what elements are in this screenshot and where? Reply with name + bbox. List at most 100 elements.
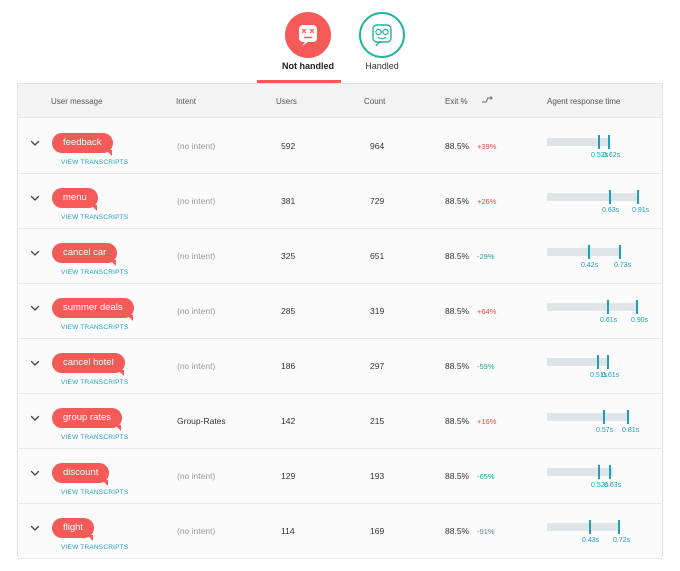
response-time-marker-2 xyxy=(619,245,621,259)
response-time-track xyxy=(547,193,638,201)
response-time-value-2: 0.90s xyxy=(631,317,649,324)
user-message-bubble[interactable]: flight xyxy=(52,518,95,541)
user-message-bubble[interactable]: cancel car xyxy=(52,243,118,266)
exit-percent-cell: 88.5% xyxy=(445,471,470,481)
count-cell: 297 xyxy=(370,361,385,371)
response-time-value-1: 0.52s xyxy=(591,152,609,159)
count-cell: 964 xyxy=(370,141,385,151)
user-message-bubble[interactable]: discount xyxy=(52,463,110,486)
response-time-value-2: 0.73s xyxy=(614,262,632,269)
table-row[interactable]: cancel car VIEW TRANSCRIPTS (no intent) 325… xyxy=(18,229,662,284)
view-transcripts-link[interactable]: VIEW TRANSCRIPTS xyxy=(61,159,129,166)
tab-handled[interactable]: Handled xyxy=(350,12,414,84)
table-row[interactable]: flight VIEW TRANSCRIPTS (no intent) 114 169 8… xyxy=(18,504,662,559)
user-message-bubble[interactable]: cancel hotel xyxy=(52,353,125,376)
exit-change-badge: +26% xyxy=(477,197,497,206)
user-message-bubble[interactable]: summer deals xyxy=(52,298,134,321)
response-time-value-2: 0.81s xyxy=(622,427,640,434)
agent-response-time-bar: 0.42s 0.73s xyxy=(547,243,647,269)
table-header: User message Intent Users Count Exit % A… xyxy=(18,84,662,118)
column-header-agent-response-time[interactable]: Agent response time xyxy=(547,97,621,106)
intent-cell: (no intent) xyxy=(177,141,216,151)
response-time-track xyxy=(547,138,609,146)
exit-change-badge: -65% xyxy=(477,472,495,481)
exit-change-badge: -59% xyxy=(477,362,495,371)
expand-row-chevron-icon[interactable] xyxy=(27,135,43,151)
table-row[interactable]: summer deals VIEW TRANSCRIPTS (no intent) 2… xyxy=(18,284,662,339)
dizzy-face-icon xyxy=(285,12,331,58)
exit-change-badge: -91% xyxy=(477,527,495,536)
response-time-track xyxy=(547,413,628,421)
response-time-value-1: 0.57s xyxy=(596,427,614,434)
table-row[interactable]: feedback VIEW TRANSCRIPTS (no intent) 592 96… xyxy=(18,119,662,174)
count-cell: 193 xyxy=(370,471,385,481)
view-transcripts-link[interactable]: VIEW TRANSCRIPTS xyxy=(61,214,129,221)
count-cell: 215 xyxy=(370,416,385,426)
response-time-track xyxy=(547,358,609,366)
glasses-face-icon xyxy=(359,12,405,58)
response-time-value-2: 0.61s xyxy=(602,372,620,379)
view-transcripts-link[interactable]: VIEW TRANSCRIPTS xyxy=(61,489,129,496)
user-message-bubble[interactable]: group rates xyxy=(52,408,123,431)
response-time-track xyxy=(547,248,620,256)
view-transcripts-link[interactable]: VIEW TRANSCRIPTS xyxy=(61,324,129,331)
user-message-bubble[interactable]: menu xyxy=(52,188,98,211)
users-cell: 114 xyxy=(281,526,295,536)
expand-row-chevron-icon[interactable] xyxy=(27,465,43,481)
tab-not-handled[interactable]: Not handled xyxy=(276,12,340,84)
exit-percent-cell: 88.5% xyxy=(445,196,470,206)
column-header-user-message[interactable]: User message xyxy=(51,97,103,106)
expand-row-chevron-icon[interactable] xyxy=(27,520,43,536)
expand-row-chevron-icon[interactable] xyxy=(27,355,43,371)
response-time-marker-1 xyxy=(589,520,591,534)
response-time-marker-1 xyxy=(598,465,600,479)
exit-change-badge: +39% xyxy=(477,142,497,151)
users-cell: 129 xyxy=(281,471,296,481)
view-transcripts-link[interactable]: VIEW TRANSCRIPTS xyxy=(61,379,129,386)
column-header-exit[interactable]: Exit % xyxy=(445,97,468,106)
response-time-value-1: 0.51s xyxy=(590,372,608,379)
response-time-marker-1 xyxy=(598,135,600,149)
view-transcripts-link[interactable]: VIEW TRANSCRIPTS xyxy=(61,434,129,441)
agent-response-time-bar: 0.52s 0.62s xyxy=(547,133,647,159)
response-time-marker-1 xyxy=(597,355,599,369)
column-header-count[interactable]: Count xyxy=(364,97,386,106)
view-transcripts-link[interactable]: VIEW TRANSCRIPTS xyxy=(61,269,129,276)
agent-response-time-bar: 0.52s 0.63s xyxy=(547,463,647,489)
response-time-marker-1 xyxy=(588,245,590,259)
table-row[interactable]: discount VIEW TRANSCRIPTS (no intent) 129 19… xyxy=(18,449,662,504)
expand-row-chevron-icon[interactable] xyxy=(27,300,43,316)
table-row[interactable]: group rates VIEW TRANSCRIPTS Group-Rates 14… xyxy=(18,394,662,449)
sort-trend-icon[interactable] xyxy=(480,93,494,107)
response-time-value-1: 0.42s xyxy=(581,262,599,269)
intent-cell: (no intent) xyxy=(177,471,216,481)
response-time-track xyxy=(547,303,637,311)
expand-row-chevron-icon[interactable] xyxy=(27,245,43,261)
exit-percent-cell: 88.5% xyxy=(445,306,470,316)
response-time-marker-1 xyxy=(603,410,605,424)
agent-response-time-bar: 0.43s 0.72s xyxy=(547,518,647,544)
response-time-value-1: 0.52s xyxy=(591,482,609,489)
count-cell: 319 xyxy=(370,306,385,316)
users-cell: 186 xyxy=(281,361,296,371)
response-time-track xyxy=(547,523,619,531)
column-header-intent[interactable]: Intent xyxy=(176,97,197,106)
users-cell: 142 xyxy=(281,416,296,426)
response-time-value-1: 0.43s xyxy=(582,537,600,544)
intent-cell: (no intent) xyxy=(177,251,216,261)
view-transcripts-link[interactable]: VIEW TRANSCRIPTS xyxy=(61,544,129,551)
response-time-marker-2 xyxy=(607,355,609,369)
column-header-users[interactable]: Users xyxy=(276,97,297,106)
response-time-marker-2 xyxy=(636,300,638,314)
expand-row-chevron-icon[interactable] xyxy=(27,190,43,206)
response-time-value-2: 0.72s xyxy=(613,537,631,544)
exit-change-badge: +64% xyxy=(477,307,497,316)
handled-tabs: Not handled Handled xyxy=(0,0,680,84)
exit-percent-cell: 88.5% xyxy=(445,251,470,261)
table-row[interactable]: menu VIEW TRANSCRIPTS (no intent) 381 729 88.… xyxy=(18,174,662,229)
agent-response-time-bar: 0.57s 0.81s xyxy=(547,408,647,434)
user-message-bubble[interactable]: feedback xyxy=(52,133,113,156)
expand-row-chevron-icon[interactable] xyxy=(27,410,43,426)
table-row[interactable]: cancel hotel VIEW TRANSCRIPTS (no intent) 1… xyxy=(18,339,662,394)
count-cell: 651 xyxy=(370,251,385,261)
